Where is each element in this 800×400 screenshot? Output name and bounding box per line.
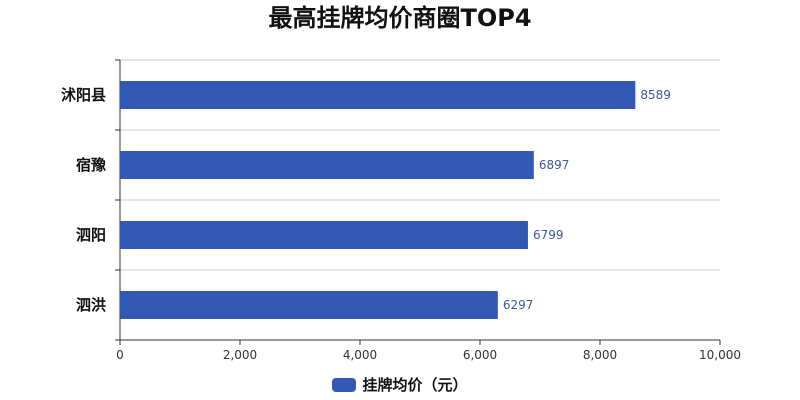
category-label: 泗洪 [76, 296, 106, 314]
data-label: 8589 [640, 88, 671, 102]
chart-title: 最高挂牌均价商圈TOP4 [268, 4, 532, 32]
x-tick-label: 6,000 [463, 348, 497, 362]
data-label: 6297 [503, 298, 534, 312]
legend-swatch [332, 377, 357, 392]
bar [120, 221, 528, 249]
x-tick-label: 2,000 [223, 348, 257, 362]
category-label: 宿豫 [76, 156, 106, 174]
chart-legend: 挂牌均价（元） [0, 374, 800, 395]
category-label: 沭阳县 [61, 86, 106, 104]
x-tick-label: 4,000 [343, 348, 377, 362]
bar [120, 151, 534, 179]
bar [120, 81, 636, 109]
bar [120, 291, 498, 319]
x-tick-label: 10,000 [699, 348, 741, 362]
data-label: 6897 [539, 158, 570, 172]
data-label: 6799 [533, 228, 564, 242]
x-tick-label: 0 [116, 348, 124, 362]
legend-label: 挂牌均价（元） [362, 376, 468, 394]
x-tick-label: 8,000 [583, 348, 617, 362]
category-label: 泗阳 [76, 226, 106, 244]
